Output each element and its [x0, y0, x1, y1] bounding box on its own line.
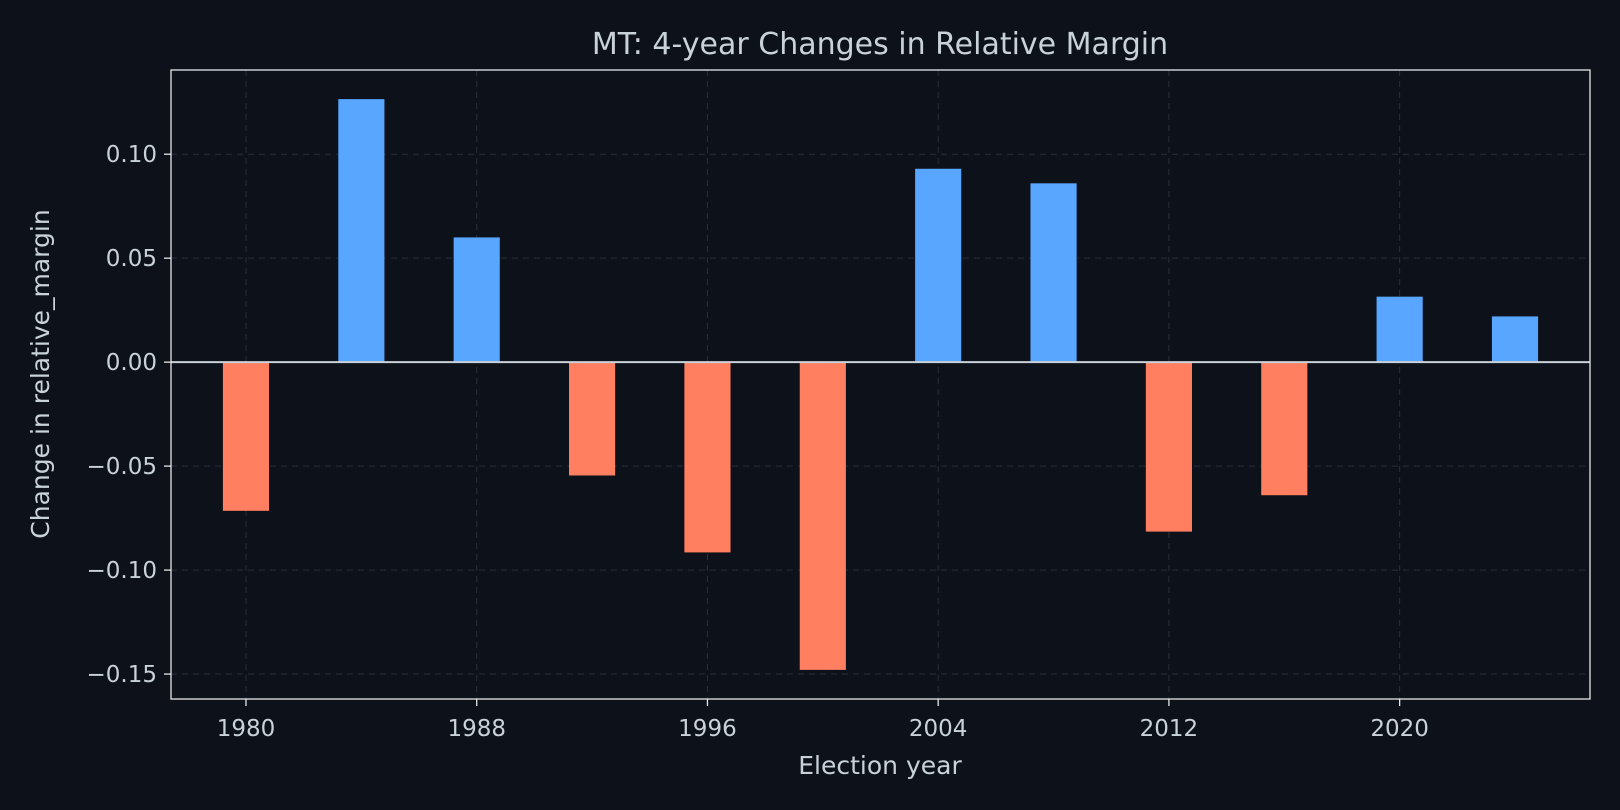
y-tick-label: 0.00 — [106, 350, 157, 376]
bar-1992 — [569, 362, 616, 476]
bar-1984 — [338, 99, 385, 363]
bar-2004 — [915, 168, 962, 363]
x-tick-label: 1996 — [678, 716, 737, 742]
bars — [222, 99, 1539, 670]
bar-2020 — [1376, 296, 1423, 363]
bar-2012 — [1145, 362, 1192, 532]
x-axis-label: Election year — [798, 751, 962, 780]
bar-1996 — [684, 362, 731, 553]
y-tick-label: −0.15 — [87, 662, 157, 688]
bar-1988 — [453, 237, 500, 363]
bar-2024 — [1491, 316, 1539, 363]
bar-2000 — [799, 362, 846, 670]
y-tick-label: 0.10 — [106, 142, 157, 168]
x-tick-label: 1988 — [447, 716, 506, 742]
plot-frame — [170, 69, 1591, 700]
x-tick-label: 1980 — [217, 716, 276, 742]
bar-2016 — [1261, 362, 1308, 496]
x-tick-label: 2004 — [909, 716, 968, 742]
x-tick-label: 2020 — [1370, 716, 1429, 742]
y-tick-label: −0.05 — [87, 454, 157, 480]
bar-1980 — [222, 362, 270, 511]
y-tick-label: 0.05 — [106, 246, 157, 272]
y-axis-label: Change in relative_margin — [26, 209, 55, 538]
bar-2008 — [1030, 183, 1077, 363]
x-tick-label: 2012 — [1140, 716, 1199, 742]
y-tick-label: −0.10 — [87, 558, 157, 584]
ticks: 0.10 0.05 0.00 −0.05 −0.10 −0.15 1980 1988 1996 2… — [87, 142, 1429, 742]
chart-title: MT: 4-year Changes in Relative Margin — [592, 27, 1168, 62]
